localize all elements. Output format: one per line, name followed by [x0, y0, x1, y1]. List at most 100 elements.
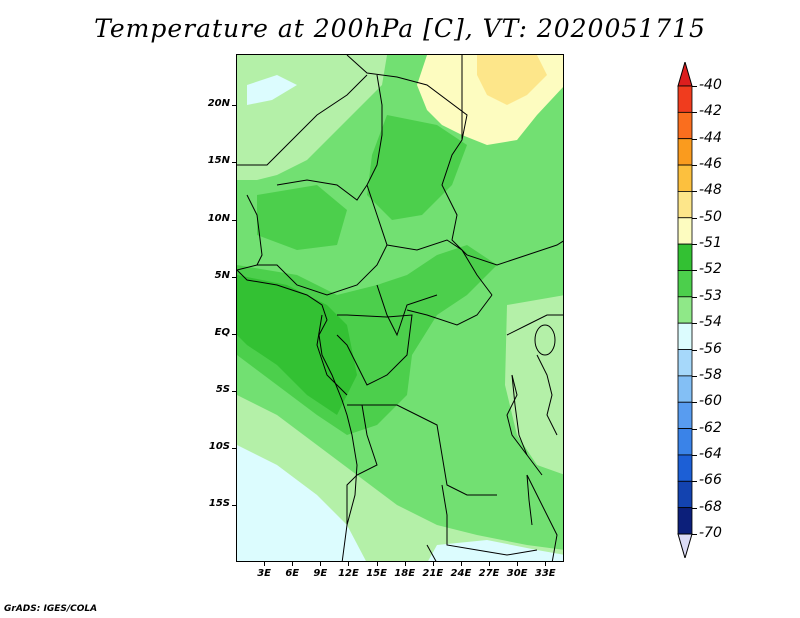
lat-tick-label: 15N [207, 155, 230, 167]
lon-tick-mark [264, 562, 266, 566]
footer-credit: GrADS: IGES/COLA [4, 604, 98, 614]
colorbar-tick [692, 534, 697, 535]
colorbar-tick [692, 296, 697, 298]
colorbar-tick [692, 191, 697, 193]
lat-tick-mark [232, 276, 236, 278]
colorbar-tick [692, 402, 697, 404]
lat-tick-label: 10N [207, 212, 230, 224]
lon-tick-mark [489, 562, 491, 566]
lat-tick-mark [232, 105, 236, 107]
lon-tick-mark [404, 562, 406, 566]
colorbar-swatch [677, 243, 693, 271]
colorbar-tick [692, 138, 697, 140]
lat-tick-label: EQ [214, 326, 230, 338]
field-region-sw-pale [237, 445, 366, 561]
lon-tick-mark [460, 562, 462, 566]
lon-tick-label: 3E [257, 568, 271, 579]
lat-tick-mark [232, 504, 236, 506]
lat-tick-label: 15S [208, 497, 230, 509]
colorbar-level-label: -70 [699, 525, 722, 541]
field-region-north-dark [367, 115, 467, 220]
lon-tick-mark [545, 562, 547, 566]
lon-tick-mark [517, 562, 519, 566]
colorbar-tick [692, 270, 697, 272]
colorbar-swatch [677, 428, 693, 456]
lat-tick-label: 5S [215, 383, 230, 395]
colorbar [675, 60, 695, 562]
lon-tick-label: 27E [478, 568, 500, 579]
colorbar-swatch [677, 507, 693, 535]
lat-tick-mark [232, 333, 236, 335]
lon-tick-mark [320, 562, 322, 566]
colorbar-level-label: -62 [699, 419, 722, 436]
colorbar-level-label: -44 [699, 129, 722, 146]
field-region-south-pale [428, 540, 563, 561]
colorbar-tick [692, 428, 697, 430]
coastline [237, 269, 358, 561]
lake-outlines [511, 324, 556, 526]
lon-tick-label: 6E [285, 568, 300, 579]
colorbar-tick [692, 507, 697, 509]
colorbar-level-label: -64 [699, 445, 722, 462]
colorbar-tick [692, 165, 697, 167]
colorbar-swatch [677, 111, 693, 140]
colorbar-swatch [677, 85, 693, 113]
lat-tick-label: 5N [214, 269, 230, 281]
lon-tick-label: 30E [506, 568, 528, 579]
field-region-nw-pale [247, 75, 297, 105]
colorbar-level-label: -42 [699, 103, 722, 120]
lon-tick-label: 24E [450, 568, 472, 579]
colorbar-level-label: -50 [699, 208, 722, 225]
lon-tick-label: 21E [422, 568, 444, 579]
colorbar-swatch [677, 401, 693, 429]
colorbar-tick [692, 454, 697, 456]
colorbar-swatches [677, 60, 693, 560]
lon-tick-label: 12E [338, 568, 359, 579]
lat-tick-mark [232, 447, 236, 449]
lon-tick-mark [376, 562, 378, 566]
map-title: Temperature at 200hPa [C], VT: 202005171… [94, 14, 706, 43]
colorbar-swatch [677, 349, 693, 377]
colorbar-level-label: -52 [699, 261, 722, 278]
lon-tick-label: 15E [366, 568, 387, 579]
colorbar-swatch [677, 454, 693, 482]
colorbar-swatch [677, 322, 693, 350]
lat-tick-mark [232, 390, 236, 392]
lat-tick-label: 10S [208, 440, 230, 452]
country-borders [237, 55, 563, 561]
colorbar-swatch [677, 138, 693, 166]
lon-tick-label: 9E [313, 568, 328, 579]
colorbar-tick [692, 217, 697, 219]
temperature-map [237, 55, 563, 561]
colorbar-level-label: -66 [699, 472, 722, 489]
colorbar-level-label: -46 [699, 156, 722, 173]
colorbar-level-label: -48 [699, 182, 722, 199]
colorbar-swatch [677, 296, 693, 324]
colorbar-level-label: -40 [699, 77, 722, 93]
colorbar-level-label: -54 [699, 314, 722, 331]
colorbar-tick [692, 86, 697, 87]
colorbar-swatch [677, 217, 693, 245]
colorbar-top-arrow [677, 60, 693, 87]
lat-tick-label: 20N [207, 98, 230, 110]
lat-tick-mark [232, 162, 236, 164]
colorbar-swatch [677, 191, 693, 219]
colorbar-level-label: -56 [699, 340, 722, 357]
colorbar-swatch [677, 480, 693, 509]
lon-tick-mark [292, 562, 294, 566]
field-region-east-light [505, 295, 563, 475]
lon-tick-label: 33E [534, 568, 556, 579]
colorbar-tick [692, 244, 697, 246]
field-region-west-dark [257, 185, 347, 250]
lat-tick-mark [232, 219, 236, 221]
colorbar-swatch [677, 270, 693, 298]
colorbar-tick [692, 481, 697, 483]
colorbar-level-label: -53 [699, 287, 722, 304]
colorbar-tick [692, 112, 697, 114]
field-region-ne-warm-50 [477, 55, 547, 105]
colorbar-level-label: -60 [699, 393, 722, 410]
colorbar-swatch [677, 375, 693, 403]
lon-tick-mark [432, 562, 434, 566]
colorbar-tick [692, 323, 697, 325]
